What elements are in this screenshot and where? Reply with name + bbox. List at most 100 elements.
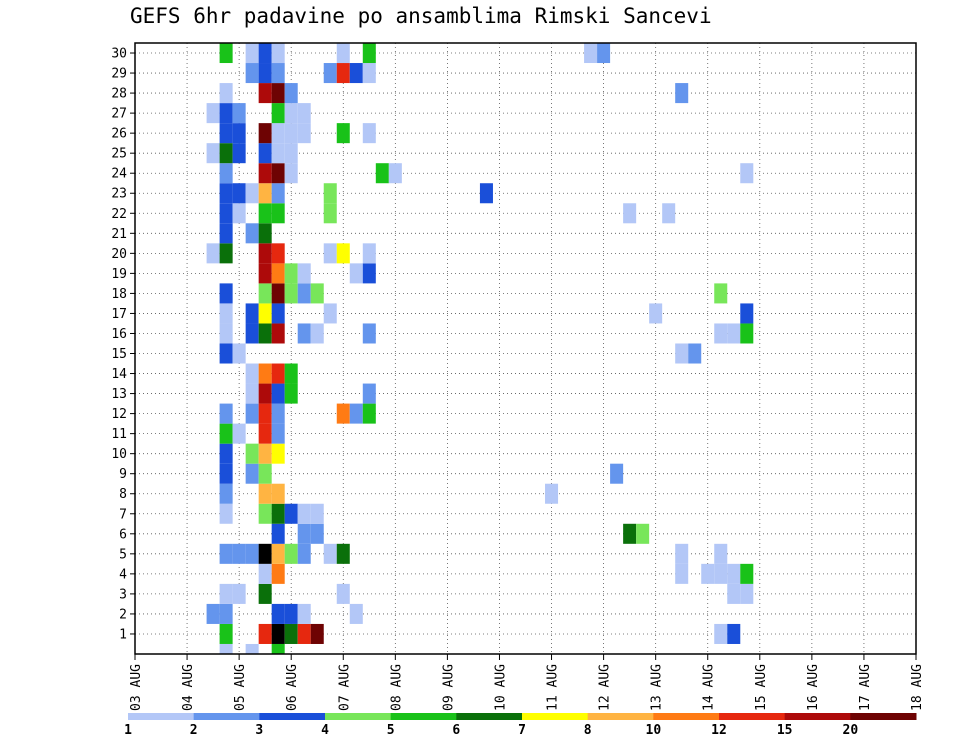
heatmap-cell xyxy=(740,303,754,324)
heatmap-cell xyxy=(714,623,728,644)
heatmap-cell xyxy=(388,163,402,184)
heatmap-cell xyxy=(271,603,285,624)
heatmap-cell xyxy=(284,143,298,164)
heatmap-cell xyxy=(271,383,285,404)
x-tick-label: 03 AUG xyxy=(129,664,144,711)
heatmap-cell xyxy=(362,243,376,264)
heatmap-cell xyxy=(349,263,363,284)
y-tick-label: 25 xyxy=(111,147,127,162)
heatmap-cell xyxy=(219,403,233,424)
heatmap-cell xyxy=(271,623,285,644)
heatmap-cell xyxy=(271,323,285,344)
heatmap-cell xyxy=(649,303,663,324)
heatmap-cell xyxy=(271,483,285,504)
heatmap-cell xyxy=(271,363,285,384)
heatmap-cell xyxy=(258,443,272,464)
colorbar-swatch xyxy=(259,713,326,720)
heatmap-cell xyxy=(297,283,311,304)
heatmap-cell xyxy=(219,583,233,604)
x-tick-label: 11 AUG xyxy=(546,664,561,711)
heatmap-cell xyxy=(349,63,363,84)
y-tick-label: 10 xyxy=(111,447,127,462)
y-tick-label: 30 xyxy=(111,47,127,62)
heatmap-cell xyxy=(636,523,650,544)
heatmap-cell xyxy=(675,563,689,584)
heatmap-cell xyxy=(740,563,754,584)
colorbar-swatch xyxy=(193,713,260,720)
heatmap-cell xyxy=(245,403,259,424)
y-tick-label: 13 xyxy=(111,387,127,402)
y-tick-label: 21 xyxy=(111,227,127,242)
y-tick-label: 15 xyxy=(111,347,127,362)
heatmap-cell xyxy=(375,163,389,184)
heatmap-cell xyxy=(727,563,741,584)
heatmap-cell xyxy=(258,143,272,164)
colorbar-label: 7 xyxy=(518,723,526,738)
heatmap-cell xyxy=(610,463,624,484)
heatmap-cell xyxy=(258,463,272,484)
heatmap-cell xyxy=(297,103,311,124)
heatmap-cell xyxy=(297,603,311,624)
heatmap-cell xyxy=(258,223,272,244)
heatmap-cell xyxy=(284,623,298,644)
colorbar-swatch xyxy=(522,713,589,720)
heatmap-cell xyxy=(271,203,285,224)
heatmap-cell xyxy=(271,443,285,464)
heatmap-cell xyxy=(349,403,363,424)
heatmap-cell xyxy=(323,183,337,204)
heatmap-cell xyxy=(310,283,324,304)
heatmap-cell xyxy=(232,543,246,564)
heatmap-cell xyxy=(284,103,298,124)
heatmap-cell xyxy=(271,103,285,124)
heatmap-cell xyxy=(219,183,233,204)
heatmap-cell xyxy=(271,563,285,584)
heatmap-cell xyxy=(245,303,259,324)
y-tick-label: 4 xyxy=(119,567,127,582)
heatmap-cell xyxy=(232,123,246,144)
heatmap-cell xyxy=(271,503,285,524)
x-tick-label: 15 AUG xyxy=(754,664,769,711)
heatmap-cell xyxy=(271,643,285,654)
y-tick-label: 8 xyxy=(119,487,127,502)
y-tick-label: 16 xyxy=(111,327,127,342)
y-tick-label: 18 xyxy=(111,287,127,302)
colorbar-label: 2 xyxy=(190,723,198,738)
colorbar-label: 15 xyxy=(777,723,793,738)
heatmap-cell xyxy=(362,323,376,344)
heatmap-cell xyxy=(258,323,272,344)
y-tick-label: 20 xyxy=(111,247,127,262)
heatmap-cell xyxy=(245,223,259,244)
heatmap-cell xyxy=(258,123,272,144)
heatmap-cell xyxy=(479,183,493,204)
heatmap-cell xyxy=(271,183,285,204)
y-tick-label: 6 xyxy=(119,527,127,542)
x-tick-label: 08 AUG xyxy=(389,664,404,711)
colorbar-swatch xyxy=(390,713,457,720)
heatmap-cell xyxy=(219,303,233,324)
y-tick-label: 19 xyxy=(111,267,127,282)
y-tick-label: 7 xyxy=(119,507,127,522)
heatmap-cell xyxy=(336,583,350,604)
plot-frame xyxy=(134,42,917,655)
y-tick-label: 23 xyxy=(111,187,127,202)
heatmap-cell xyxy=(740,583,754,604)
heatmap-cell xyxy=(740,323,754,344)
heatmap-cell xyxy=(206,603,220,624)
heatmap-cell xyxy=(323,543,337,564)
colorbar-label: 12 xyxy=(711,723,727,738)
heatmap-cell xyxy=(349,603,363,624)
heatmap-cell xyxy=(258,363,272,384)
colorbar-swatch xyxy=(653,713,720,720)
colorbar-swatch xyxy=(587,713,654,720)
heatmap-cell xyxy=(310,623,324,644)
heatmap-cell xyxy=(245,443,259,464)
heatmap-cell xyxy=(232,583,246,604)
heatmap-cell xyxy=(362,263,376,284)
heatmap-cell xyxy=(258,243,272,264)
heatmap-cell xyxy=(727,623,741,644)
heatmap-cell xyxy=(310,323,324,344)
heatmap-cell xyxy=(245,363,259,384)
colorbar-swatch xyxy=(325,713,392,720)
heatmap-cell xyxy=(271,543,285,564)
